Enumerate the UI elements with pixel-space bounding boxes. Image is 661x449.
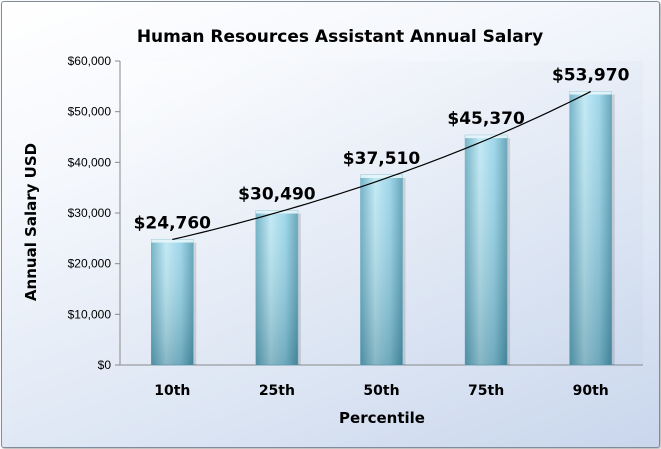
data-label: $30,490 xyxy=(238,185,316,205)
y-tick-label: $20,000 xyxy=(68,257,112,271)
data-label: $24,760 xyxy=(134,214,212,234)
bar-shade xyxy=(255,210,298,365)
chart-title: Human Resources Assistant Annual Salary xyxy=(137,27,543,47)
bar-top-highlight xyxy=(569,91,612,95)
y-tick-label: $60,000 xyxy=(68,54,112,68)
plot-area: $0 $10,000 $20,000 $30,000 $40,000 $50,000 $60… xyxy=(68,54,643,399)
x-axis-title: Percentile xyxy=(339,409,425,427)
x-tick-label: 10th xyxy=(154,383,190,399)
bar-top-highlight xyxy=(151,239,194,243)
y-tick-label: $10,000 xyxy=(68,307,112,321)
x-tick-label: 50th xyxy=(363,383,399,399)
bar-top-highlight xyxy=(360,174,403,178)
y-tick-label: $0 xyxy=(98,358,112,372)
data-label: $53,970 xyxy=(552,66,630,86)
data-label: $45,370 xyxy=(447,109,525,129)
trendline xyxy=(172,91,591,241)
x-tick-label: 90th xyxy=(573,383,609,399)
x-tick-label: 25th xyxy=(259,383,295,399)
y-tick-label: $50,000 xyxy=(68,105,112,119)
y-tick-label: $30,000 xyxy=(68,206,112,220)
x-tick-label: 75th xyxy=(468,383,504,399)
bar-shade xyxy=(360,174,403,365)
y-tick-label: $40,000 xyxy=(68,155,112,169)
y-axis-title: Annual Salary USD xyxy=(22,143,40,301)
bar-top-highlight xyxy=(465,135,508,139)
data-label: $37,510 xyxy=(343,149,421,169)
bar-shade xyxy=(465,135,508,365)
bar-shade xyxy=(569,91,612,365)
bar-shade xyxy=(151,239,194,365)
